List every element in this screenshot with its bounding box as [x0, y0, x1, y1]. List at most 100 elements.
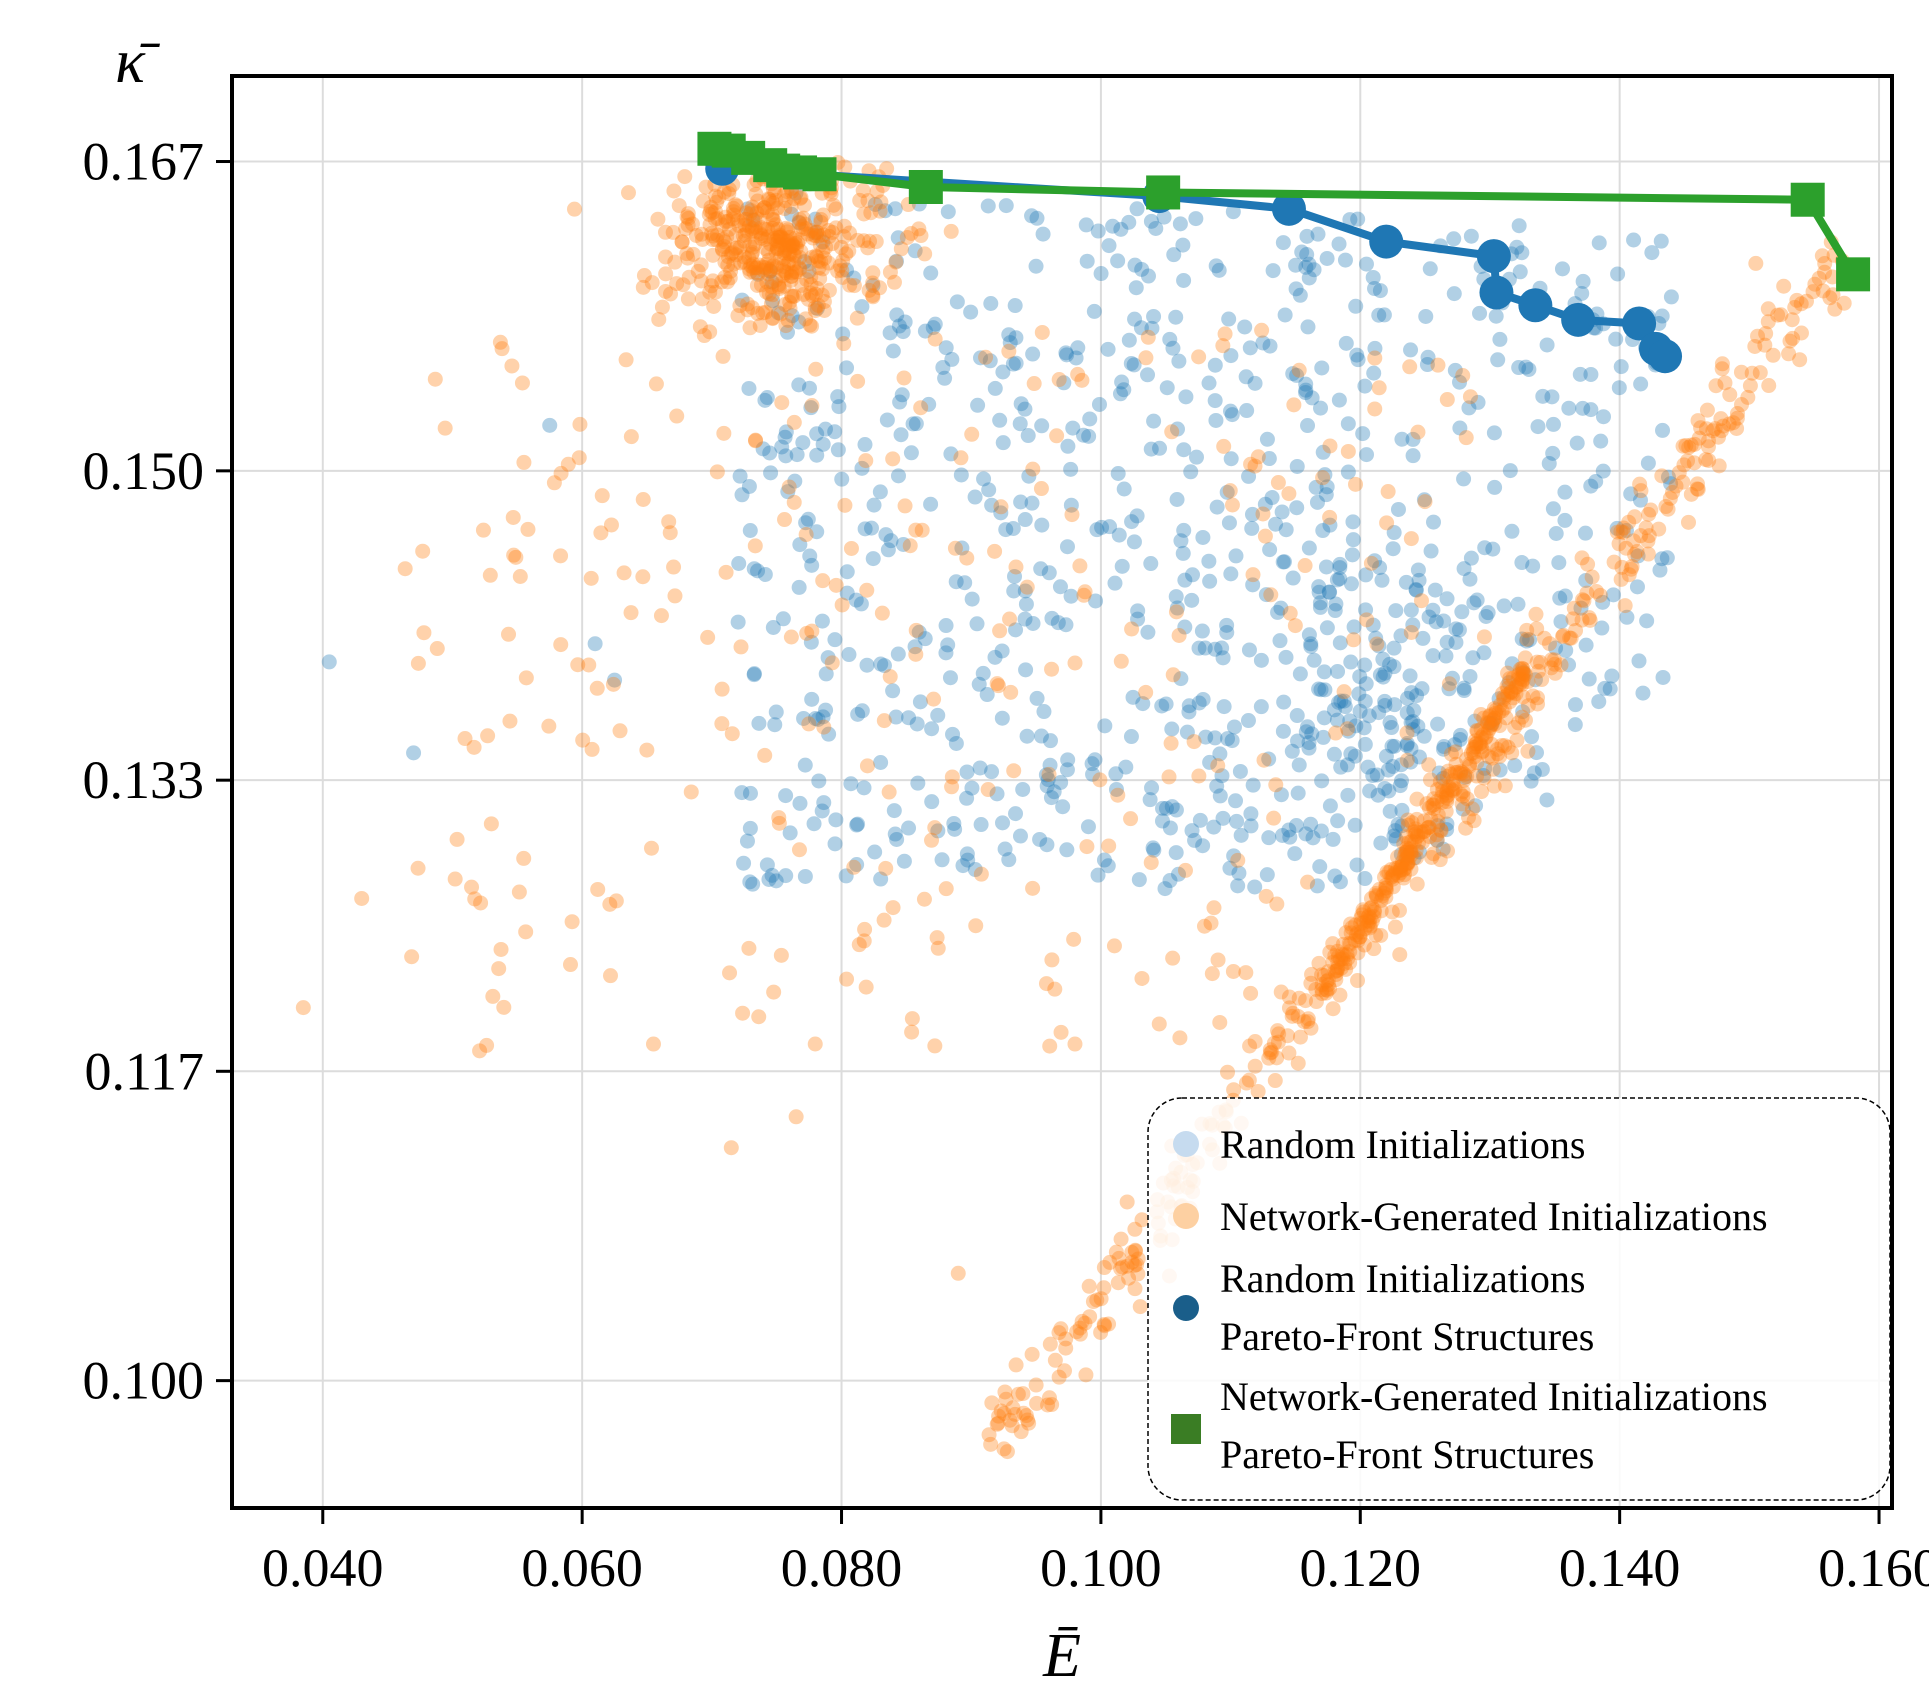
- random-point: [963, 304, 979, 320]
- random-point: [885, 683, 901, 699]
- network-point: [1627, 547, 1643, 563]
- random-point: [1465, 650, 1481, 666]
- random-point: [1001, 852, 1017, 868]
- random-point: [890, 230, 906, 246]
- network-point: [1381, 865, 1397, 881]
- random-point: [1146, 308, 1162, 324]
- random-point: [1024, 495, 1040, 511]
- random-point: [1197, 640, 1213, 656]
- network-point: [886, 274, 902, 290]
- random-point: [949, 294, 965, 310]
- random-point: [1298, 724, 1314, 740]
- y-axis-label: κ̄: [115, 28, 161, 96]
- network-point: [1662, 490, 1678, 506]
- network-point: [707, 211, 723, 227]
- random-point: [1655, 669, 1671, 685]
- random-point: [1618, 523, 1634, 539]
- network-point: [839, 971, 855, 987]
- random-point: [1386, 828, 1402, 844]
- random-point: [1242, 340, 1258, 356]
- random-point: [1301, 735, 1317, 751]
- random-point: [1034, 418, 1050, 434]
- random-point: [1359, 447, 1375, 463]
- network-point: [1319, 982, 1335, 998]
- random-point: [1578, 572, 1594, 588]
- network-point: [1530, 690, 1546, 706]
- network-point: [729, 198, 745, 214]
- network-point: [798, 221, 814, 237]
- random-point: [889, 831, 905, 847]
- network-point: [737, 211, 753, 227]
- network-point: [714, 274, 730, 290]
- network-point: [725, 245, 741, 261]
- network-point: [1396, 862, 1412, 878]
- network-point: [714, 716, 730, 732]
- random-point: [1226, 719, 1242, 735]
- network-point: [1340, 443, 1356, 459]
- random-point: [1405, 431, 1421, 447]
- network-point: [750, 193, 766, 209]
- random-point: [1287, 846, 1303, 862]
- network-point: [764, 259, 780, 275]
- network-point: [1500, 680, 1516, 696]
- network-point: [1113, 653, 1129, 669]
- random-point: [1539, 792, 1555, 808]
- network-point: [1368, 886, 1384, 902]
- network-point: [1410, 424, 1426, 440]
- network-point: [768, 272, 784, 288]
- random-point: [1372, 667, 1388, 683]
- network-point: [1510, 671, 1526, 687]
- random-point: [1270, 604, 1286, 620]
- random-point: [801, 380, 817, 396]
- random-point: [1129, 201, 1145, 217]
- network-point: [1350, 933, 1366, 949]
- random-point: [1541, 455, 1557, 471]
- random-initializations-points: [321, 185, 1679, 897]
- random-point: [1275, 723, 1291, 739]
- random-point: [1509, 239, 1525, 255]
- legend-marker-random-pareto: [1173, 1295, 1199, 1321]
- network-point: [720, 213, 736, 229]
- network-point: [464, 879, 480, 895]
- network-point: [1793, 296, 1809, 312]
- network-point: [720, 249, 736, 265]
- network-point: [731, 218, 747, 234]
- network-point: [996, 1441, 1012, 1457]
- random-point: [1635, 685, 1651, 701]
- network-point: [1541, 636, 1557, 652]
- network-point: [1479, 714, 1495, 730]
- random-point: [1342, 212, 1358, 228]
- random-point: [1332, 560, 1348, 576]
- random-point: [1470, 394, 1486, 410]
- random-point: [1394, 773, 1410, 789]
- random-point: [959, 790, 975, 806]
- random-point: [1452, 374, 1468, 390]
- random-point: [1377, 693, 1393, 709]
- random-point: [1110, 466, 1126, 482]
- random-point: [959, 846, 975, 862]
- random-point: [1033, 561, 1049, 577]
- random-point: [1053, 774, 1069, 790]
- network-point: [1353, 915, 1369, 931]
- random-point: [1399, 705, 1415, 721]
- random-point: [1195, 529, 1211, 545]
- pareto-point: [1146, 175, 1181, 210]
- random-point: [1318, 559, 1334, 575]
- network-point: [1543, 660, 1559, 676]
- random-point: [1243, 818, 1259, 834]
- random-point: [880, 542, 896, 558]
- network-point: [1363, 555, 1379, 571]
- network-point: [704, 205, 720, 221]
- network-point: [612, 723, 628, 739]
- random-point: [1041, 565, 1057, 581]
- random-point: [1275, 554, 1291, 570]
- random-point: [1211, 262, 1227, 278]
- random-point: [1504, 656, 1520, 672]
- network-point: [770, 229, 786, 245]
- network-point: [783, 629, 799, 645]
- network-point: [1303, 1020, 1319, 1036]
- random-point: [1534, 761, 1550, 777]
- network-point: [1220, 1064, 1236, 1080]
- network-point: [1316, 968, 1332, 984]
- network-point: [760, 244, 776, 260]
